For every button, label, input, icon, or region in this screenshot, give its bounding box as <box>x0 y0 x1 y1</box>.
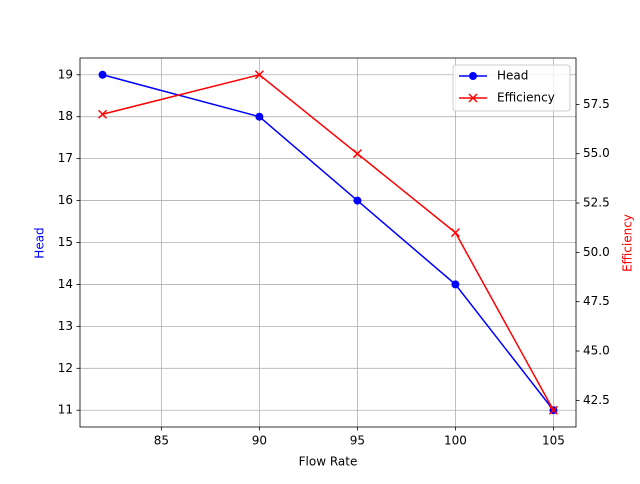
y2-tick-label: 47.5 <box>583 294 610 308</box>
y-tick-label: 14 <box>58 277 73 291</box>
legend-marker <box>469 72 477 80</box>
data-point <box>353 196 362 205</box>
y2-tick-label: 57.5 <box>583 97 610 111</box>
data-point <box>548 405 558 415</box>
legend-label: Head <box>497 69 528 83</box>
legend: Head Efficiency <box>452 64 571 112</box>
y-tick-label: 16 <box>58 193 73 207</box>
y-tick-label: 13 <box>58 319 73 333</box>
y-tick-label: 11 <box>58 403 73 417</box>
y-tick-label: 18 <box>58 109 73 123</box>
x-tick-label: 100 <box>444 434 467 448</box>
data-point <box>98 109 108 119</box>
y2-tick-label: 55.0 <box>583 146 610 160</box>
y-axis-label: Head <box>33 227 47 258</box>
y2-tick-label: 45.0 <box>583 344 610 358</box>
data-point <box>98 70 107 79</box>
data-point <box>451 280 460 289</box>
x-tick-label: 85 <box>154 434 169 448</box>
y2-tick-label: 50.0 <box>583 245 610 259</box>
data-point <box>352 149 362 159</box>
y-tick-label: 15 <box>58 235 73 249</box>
x-tick-label: 105 <box>542 434 565 448</box>
data-point <box>450 228 460 238</box>
data-point <box>254 70 264 80</box>
y2-tick-label: 42.5 <box>583 393 610 407</box>
x-axis-label: Flow Rate <box>299 455 358 469</box>
plot-frame <box>79 57 577 428</box>
legend-label: Efficiency <box>497 91 555 105</box>
y-tick-label: 17 <box>58 151 73 165</box>
x-tick-label: 90 <box>252 434 267 448</box>
data-point <box>255 112 264 121</box>
y-tick-label: 19 <box>58 67 73 81</box>
y-tick-label: 12 <box>58 361 73 375</box>
legend-marker <box>468 93 478 103</box>
x-tick-label: 95 <box>350 434 365 448</box>
y2-tick-label: 52.5 <box>583 196 610 210</box>
y2-axis-label: Efficiency <box>621 214 635 272</box>
